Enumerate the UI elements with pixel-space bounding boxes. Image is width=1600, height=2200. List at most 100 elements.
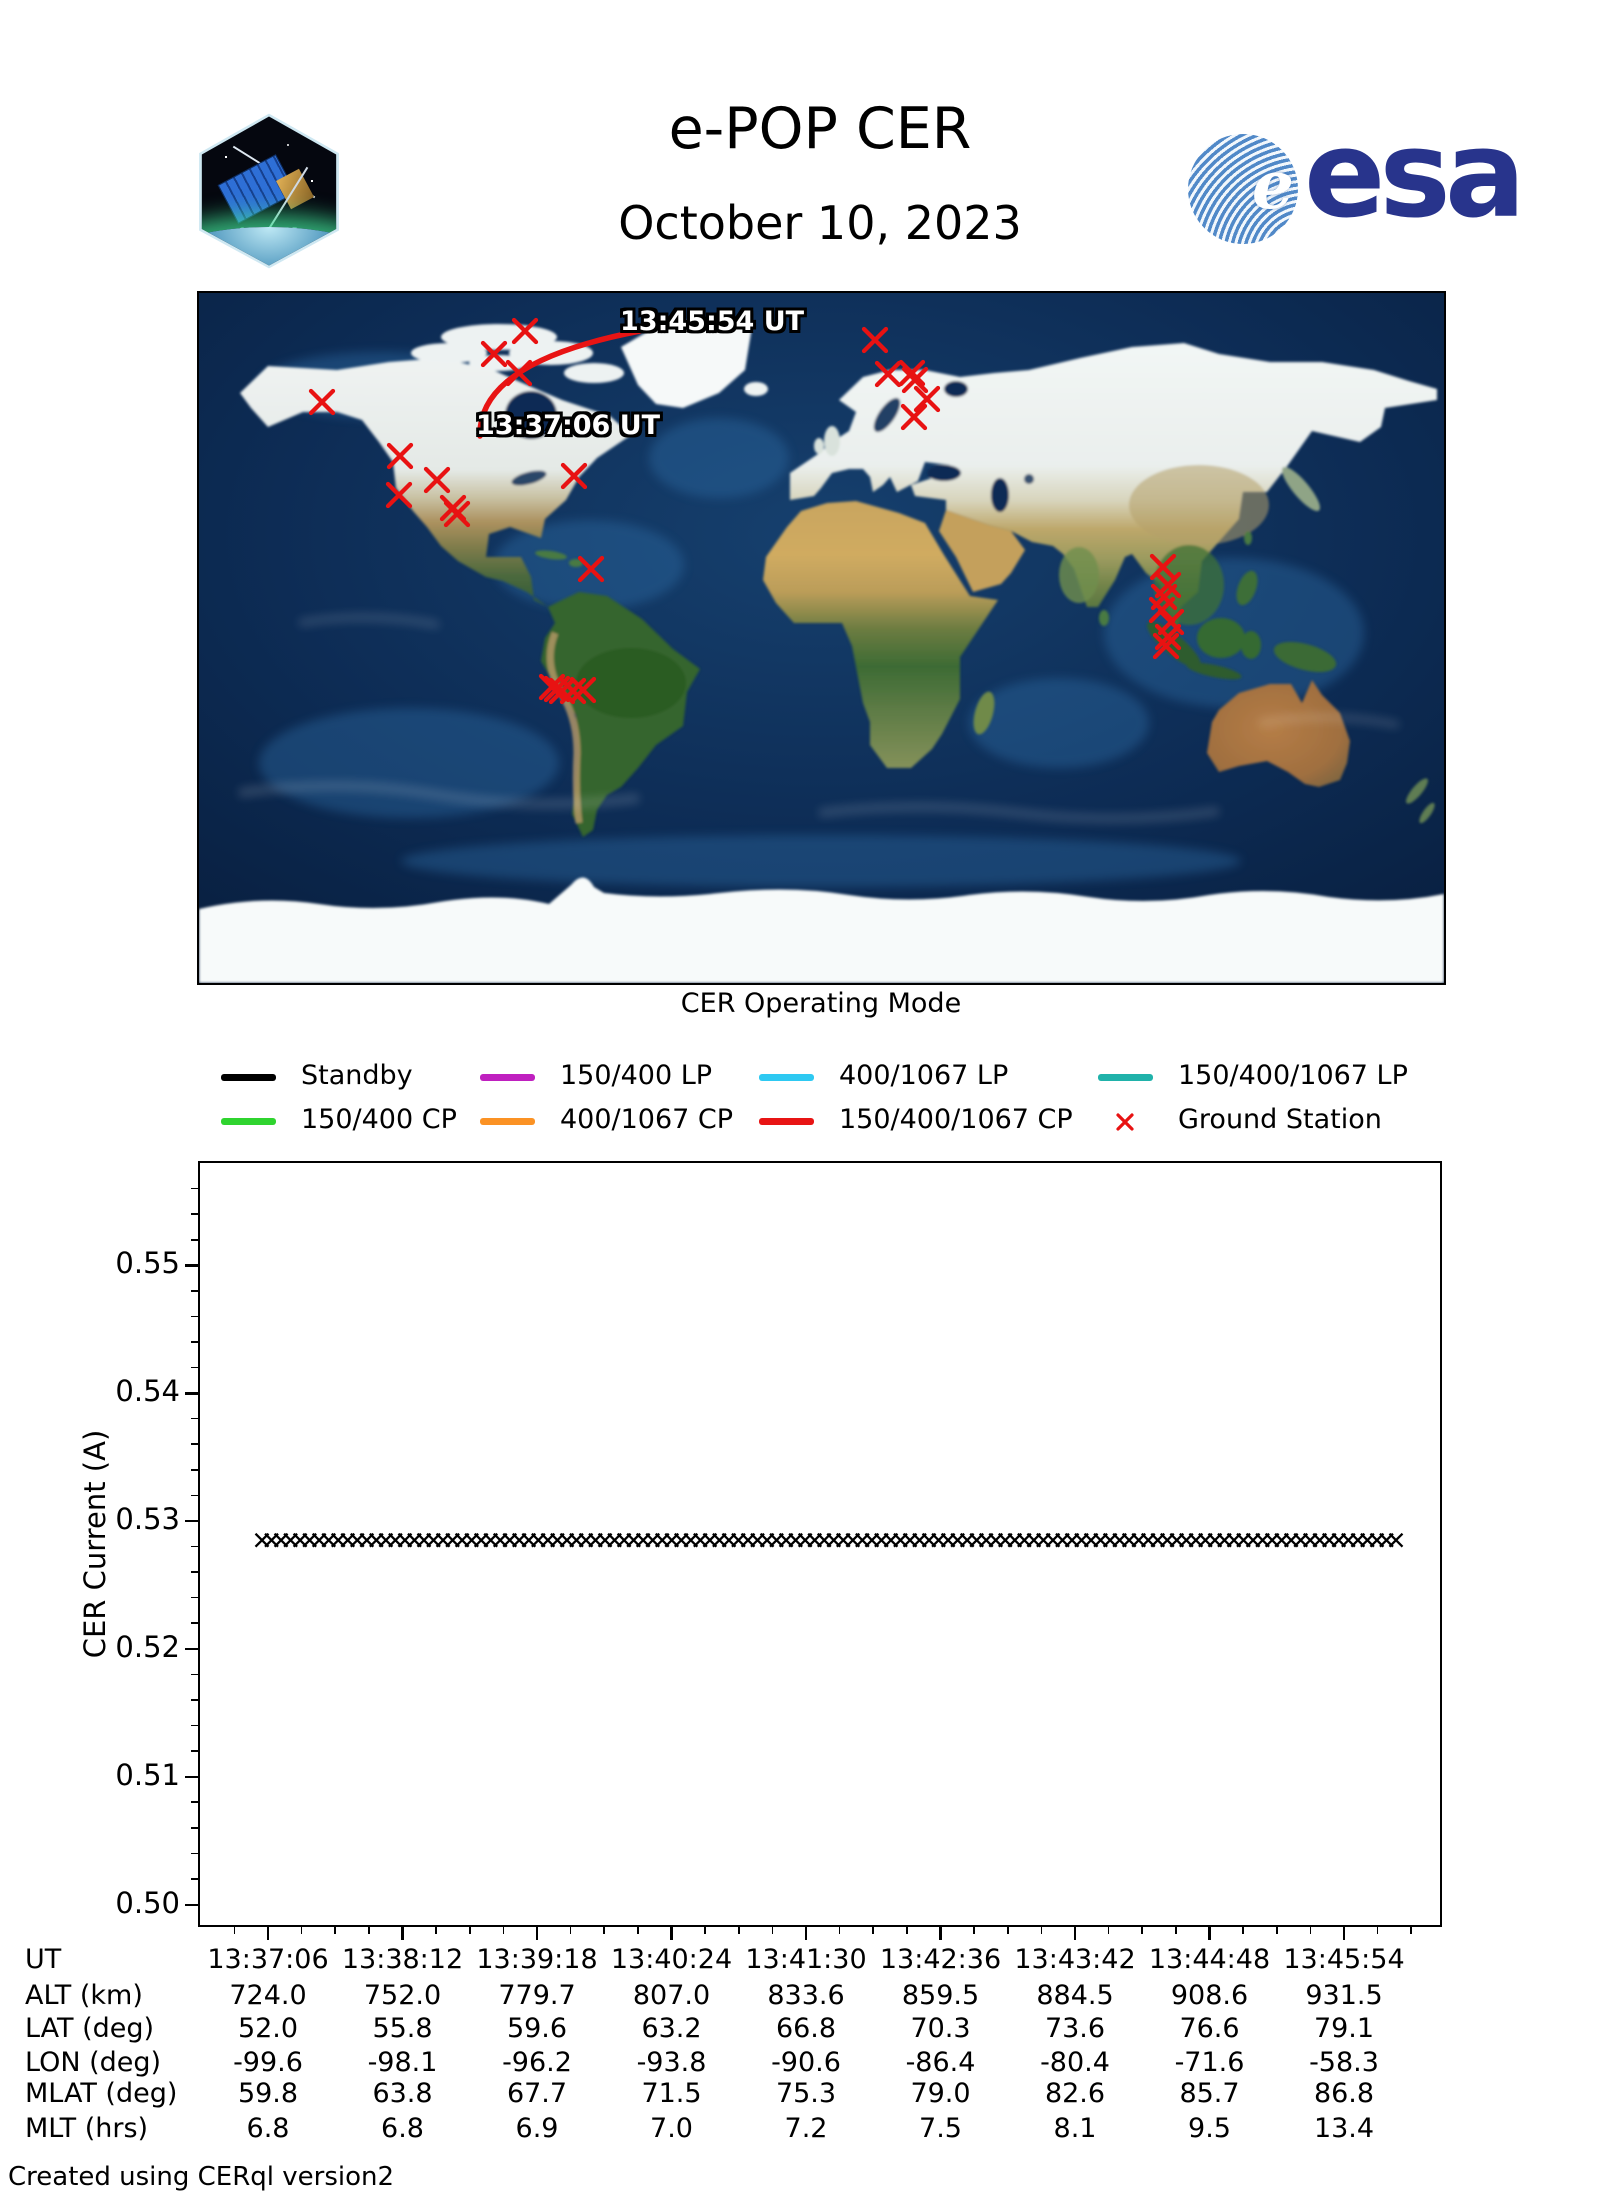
- x-minor-tick: [737, 1925, 740, 1934]
- y-tick-label: 0.51: [115, 1757, 180, 1792]
- ground-station-marker: [901, 366, 929, 394]
- table-cell: -80.4: [1040, 2047, 1110, 2078]
- ground-station-marker: [861, 326, 889, 354]
- esa-globe-letter: e: [1252, 146, 1294, 224]
- ground-station-marker: [548, 677, 576, 705]
- table-cell: 6.9: [515, 2113, 559, 2144]
- ground-station-marker: [898, 359, 926, 387]
- cer-current-series: [254, 1532, 1404, 1548]
- legend-label: 150/400 CP: [301, 1104, 457, 1135]
- legend-label: 150/400/1067 CP: [839, 1104, 1073, 1135]
- x-minor-tick: [1242, 1925, 1244, 1934]
- y-minor-tick: [191, 1801, 200, 1804]
- y-minor-tick: [191, 1366, 200, 1369]
- table-cell: 884.5: [1036, 1980, 1114, 2011]
- x-minor-tick: [1006, 1925, 1009, 1934]
- ground-station-marker: [560, 462, 588, 490]
- table-cell: 7.0: [650, 2113, 693, 2144]
- table-cell: -90.6: [771, 2047, 841, 2078]
- x-minor-tick: [1376, 1925, 1379, 1934]
- table-cell: 9.5: [1188, 2113, 1231, 2144]
- x-minor-tick: [502, 1925, 505, 1934]
- x-major-tick: [939, 1925, 942, 1940]
- x-minor-tick: [704, 1925, 706, 1934]
- x-minor-tick: [1410, 1925, 1413, 1934]
- y-minor-tick: [191, 1622, 200, 1625]
- legend-label: 150/400/1067 LP: [1178, 1060, 1408, 1091]
- legend-line-swatch: [480, 1074, 535, 1081]
- y-minor-tick: [191, 1699, 200, 1701]
- table-cell: 833.6: [767, 1980, 845, 2011]
- y-tick-label: 0.53: [115, 1501, 180, 1536]
- y-minor-tick: [191, 1827, 200, 1829]
- table-cell: 752.0: [363, 1980, 442, 2011]
- legend-line-swatch: [759, 1118, 814, 1125]
- table-cell: 13.4: [1313, 2113, 1375, 2144]
- table-cell: -86.4: [905, 2047, 976, 2078]
- table-cell: 63.8: [372, 2078, 433, 2109]
- ground-station-marker: [900, 403, 928, 431]
- track-end-time-label: 13:45:54 UT: [620, 306, 805, 337]
- y-major-tick: [185, 1519, 200, 1523]
- table-cell: 13:38:12: [341, 1944, 464, 1975]
- table-cell: 79.1: [1313, 2013, 1375, 2044]
- map-caption: CER Operating Mode: [680, 988, 962, 1019]
- data-point-marker: [1388, 1532, 1404, 1548]
- ground-station-marker: [577, 555, 605, 583]
- y-major-tick: [185, 1775, 200, 1779]
- legend-line-swatch: [1098, 1074, 1153, 1081]
- table-row-label: LON (deg): [25, 2047, 162, 2078]
- table-cell: 13:44:48: [1148, 1944, 1271, 1975]
- y-major-tick: [185, 1647, 200, 1651]
- x-major-tick: [1073, 1925, 1077, 1940]
- table-cell: 66.8: [775, 2013, 837, 2044]
- table-cell: 13:43:42: [1014, 1944, 1136, 1975]
- world-map: 13:37:06 UT 13:45:54 UT: [197, 291, 1446, 985]
- table-cell: 7.5: [919, 2113, 962, 2144]
- legend-label: 400/1067 CP: [560, 1104, 734, 1135]
- x-minor-tick: [906, 1925, 908, 1934]
- x-minor-tick: [569, 1925, 572, 1934]
- x-minor-tick: [1309, 1925, 1312, 1934]
- ground-station-marker: [423, 466, 451, 494]
- legend-label: Standby: [301, 1060, 413, 1091]
- y-minor-tick: [191, 1545, 200, 1548]
- ground-station-marker: [874, 360, 902, 388]
- esa-wordmark: esa: [1304, 106, 1526, 245]
- x-minor-tick: [838, 1925, 841, 1934]
- table-cell: -93.8: [636, 2047, 707, 2078]
- table-cell: 13:37:06: [207, 1944, 329, 1975]
- table-cell: -98.1: [367, 2047, 438, 2078]
- y-minor-tick: [191, 1673, 200, 1676]
- ground-station-marker: [511, 317, 539, 345]
- x-minor-tick: [1141, 1925, 1144, 1934]
- table-row-label: MLAT (deg): [25, 2078, 178, 2109]
- ground-station-marker: [1152, 632, 1180, 660]
- x-major-tick: [266, 1925, 270, 1940]
- y-minor-tick: [191, 1315, 200, 1318]
- ground-station-marker: [559, 677, 587, 705]
- x-minor-tick: [872, 1925, 875, 1934]
- table-cell: -71.6: [1174, 2047, 1245, 2078]
- y-major-tick: [185, 1264, 200, 1267]
- x-major-tick: [401, 1925, 404, 1940]
- x-minor-tick: [368, 1925, 370, 1934]
- table-cell: 82.6: [1044, 2078, 1106, 2109]
- table-row-label: MLT (hrs): [25, 2113, 149, 2144]
- ground-station-marker: [1154, 623, 1182, 651]
- credit-text: Created using CERql version2: [8, 2162, 395, 2192]
- table-cell: 6.8: [246, 2113, 290, 2144]
- table-cell: 724.0: [229, 1980, 307, 2011]
- esa-logo: e esa: [1188, 116, 1526, 248]
- y-tick-label: 0.52: [115, 1629, 180, 1664]
- x-minor-tick: [603, 1925, 606, 1934]
- x-major-tick: [535, 1925, 539, 1940]
- figure-title: e-POP CER: [668, 96, 972, 162]
- x-major-tick: [1342, 1925, 1346, 1940]
- y-tick-label: 0.55: [115, 1246, 180, 1281]
- ground-station-marker: [569, 676, 597, 704]
- ground-station-marker: [443, 500, 471, 528]
- table-cell: 59.8: [237, 2078, 299, 2109]
- ground-station-legend-icon: [1116, 1113, 1134, 1131]
- x-minor-tick: [1175, 1925, 1177, 1934]
